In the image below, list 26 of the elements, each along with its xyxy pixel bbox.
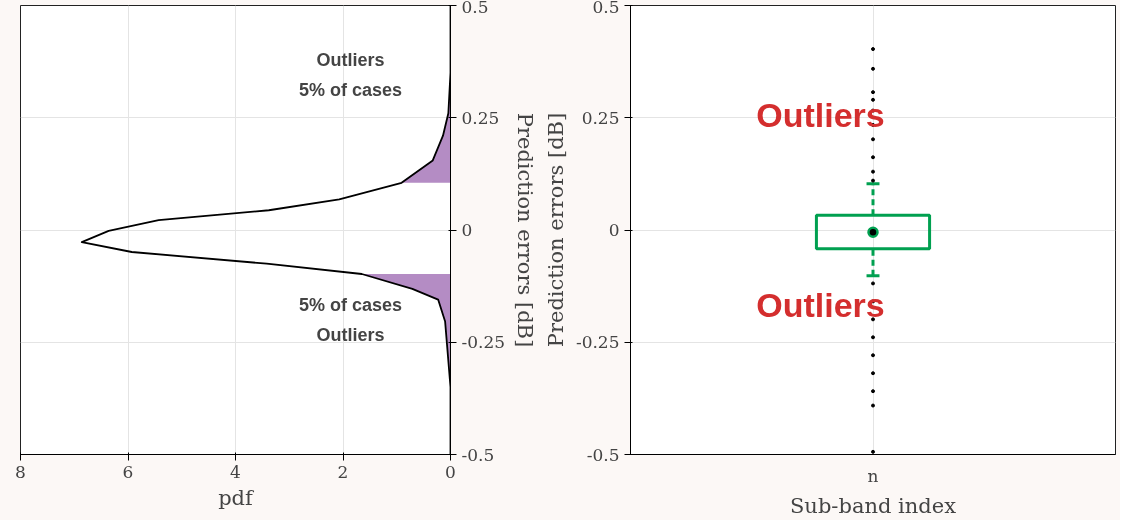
x-tick-label: n xyxy=(867,465,879,486)
y-tick-label: 0.5 xyxy=(592,0,620,17)
annotation: Outliers xyxy=(316,324,385,345)
y-tick-label: -0.5 xyxy=(461,444,495,465)
y-tick-label: 0 xyxy=(461,220,473,240)
y-tick-label: -0.25 xyxy=(575,332,620,353)
y-tick-label: -0.25 xyxy=(461,332,506,353)
annotation: 5% of cases xyxy=(298,294,403,315)
y-tick-label: -0.5 xyxy=(586,444,620,465)
x-axis-title: pdf xyxy=(218,485,256,510)
y-tick-label: 0.25 xyxy=(461,107,500,128)
x-tick-label: 4 xyxy=(230,461,241,482)
y-axis-title: Prediction errors [dB] xyxy=(513,112,538,348)
y-tick-label: 0 xyxy=(608,220,620,240)
x-tick-label: 2 xyxy=(337,461,349,482)
x-tick-label: 8 xyxy=(15,461,26,482)
x-tick-label: 6 xyxy=(122,461,134,482)
x-axis-title: Sub-band index xyxy=(789,493,957,518)
annotation: Outliers xyxy=(756,95,885,134)
y-axis-title: Prediction errors [dB] xyxy=(543,112,568,348)
annotation: Outliers xyxy=(316,49,385,70)
y-tick-label: 0.5 xyxy=(461,0,489,17)
annotation: Outliers xyxy=(756,285,885,324)
x-tick-label: 0 xyxy=(445,461,456,482)
y-tick-label: 0.25 xyxy=(581,107,620,128)
annotation: 5% of cases xyxy=(298,79,403,100)
